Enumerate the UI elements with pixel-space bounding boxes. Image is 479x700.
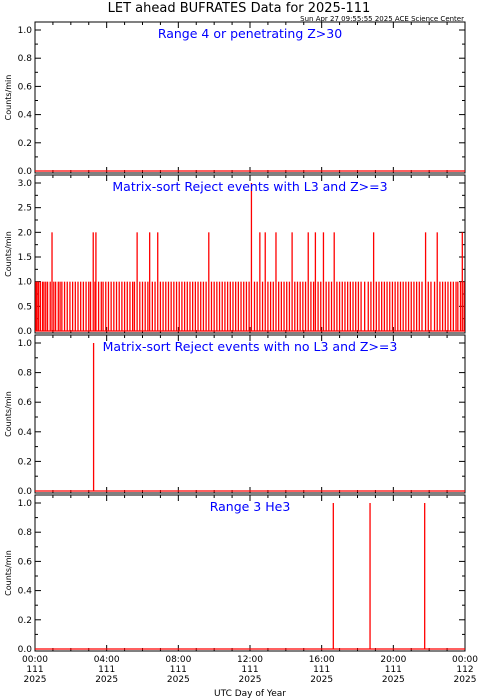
y-axis-label: Counts/min bbox=[4, 550, 13, 596]
x-tick-doy: 111 bbox=[170, 665, 187, 675]
x-axis-label: UTC Day of Year bbox=[214, 689, 286, 699]
y-tick-label: 2.5 bbox=[18, 204, 32, 214]
x-tick-year: 2025 bbox=[382, 675, 405, 685]
x-tick-doy: 111 bbox=[385, 665, 402, 675]
x-tick-doy: 111 bbox=[98, 665, 115, 675]
y-tick-label: 0.8 bbox=[18, 528, 33, 538]
x-tick-year: 2025 bbox=[310, 675, 333, 685]
x-tick-time: 04:00 bbox=[94, 655, 120, 665]
panel-frame bbox=[34, 334, 466, 494]
x-tick-doy: 111 bbox=[26, 665, 43, 675]
panel-frame bbox=[34, 494, 466, 652]
y-axis-label: Counts/min bbox=[4, 391, 13, 437]
y-tick-label: 0.0 bbox=[18, 487, 33, 497]
panel-1: 0.0 0.2 0.4 0.6 0.8 1.0 Counts/min Range 4 or p… bbox=[4, 21, 466, 177]
y-tick-label: 0.2 bbox=[18, 457, 32, 467]
y-tick-label: 0.4 bbox=[18, 428, 33, 438]
x-tick-year: 2025 bbox=[239, 675, 262, 685]
x-tick-time: 20:00 bbox=[380, 655, 406, 665]
x-tick-time: 08:00 bbox=[165, 655, 191, 665]
x-tick-year: 2025 bbox=[24, 675, 47, 685]
y-tick-label: 1.0 bbox=[18, 278, 33, 288]
x-tick-doy: 111 bbox=[313, 665, 330, 675]
y-tick-label: 0.5 bbox=[18, 302, 32, 312]
panel-title: Matrix-sort Reject events with L3 and Z>… bbox=[112, 179, 387, 194]
y-tick-label: 0.8 bbox=[18, 54, 33, 64]
panel-3: 0.0 0.2 0.4 0.6 0.8 1.0 Counts/min Matrix-sort … bbox=[4, 334, 466, 497]
y-tick-label: 0.0 bbox=[18, 167, 33, 177]
y-tick-label: 1.0 bbox=[18, 339, 33, 349]
y-tick-label: 0.2 bbox=[18, 139, 32, 149]
timestamp-label: Sun Apr 27 09:55:55 2025 ACE Science Cen… bbox=[300, 15, 464, 23]
y-tick-label: 0.6 bbox=[18, 398, 33, 408]
x-tick-doy: 112 bbox=[456, 665, 473, 675]
panel-title: Range 3 He3 bbox=[210, 499, 291, 514]
panel-title: Range 4 or penetrating Z>30 bbox=[158, 26, 342, 41]
x-tick-doy: 111 bbox=[241, 665, 258, 675]
y-tick-label: 0.4 bbox=[18, 111, 33, 121]
x-tick-time: 00:00 bbox=[22, 655, 48, 665]
y-tick-label: 0.0 bbox=[18, 327, 33, 337]
y-tick-label: 1.0 bbox=[18, 26, 33, 36]
y-tick-label: 0.4 bbox=[18, 587, 33, 597]
y-tick-label: 0.6 bbox=[18, 82, 33, 92]
chart-title: LET ahead BUFRATES Data for 2025-111 bbox=[108, 1, 371, 16]
x-tick-year: 2025 bbox=[454, 675, 477, 685]
x-tick-time: 16:00 bbox=[309, 655, 335, 665]
y-axis-label: Counts/min bbox=[4, 231, 13, 277]
y-tick-label: 0.8 bbox=[18, 369, 33, 379]
panel-4: 0.0 0.2 0.4 0.6 0.8 1.0 Counts/min Range 3 He3 bbox=[4, 494, 466, 655]
panel-frame bbox=[34, 21, 466, 174]
y-tick-label: 0.6 bbox=[18, 557, 33, 567]
x-tick-time: 00:00 bbox=[452, 655, 478, 665]
panel-2: 0.0 0.5 1.0 1.5 2.0 2.5 3.0 Counts/min Matrix-so… bbox=[4, 174, 466, 337]
y-tick-label: 2.0 bbox=[18, 228, 33, 238]
x-tick-time: 12:00 bbox=[237, 655, 263, 665]
panels-group: 0.0 0.2 0.4 0.6 0.8 1.0 Counts/min Range 4 or p… bbox=[4, 21, 466, 655]
y-axis-label: Counts/min bbox=[4, 75, 13, 121]
y-tick-label: 3.0 bbox=[18, 179, 33, 189]
x-tick-year: 2025 bbox=[167, 675, 190, 685]
y-tick-label: 0.2 bbox=[18, 616, 32, 626]
y-tick-label: 1.0 bbox=[18, 499, 33, 509]
panel-title: Matrix-sort Reject events with no L3 and… bbox=[103, 339, 398, 354]
x-tick-year: 2025 bbox=[95, 675, 118, 685]
x-axis: 00:00111202504:00111202508:00111202512:0… bbox=[22, 655, 478, 685]
y-tick-label: 0.0 bbox=[18, 645, 33, 655]
y-tick-label: 1.5 bbox=[18, 253, 32, 263]
